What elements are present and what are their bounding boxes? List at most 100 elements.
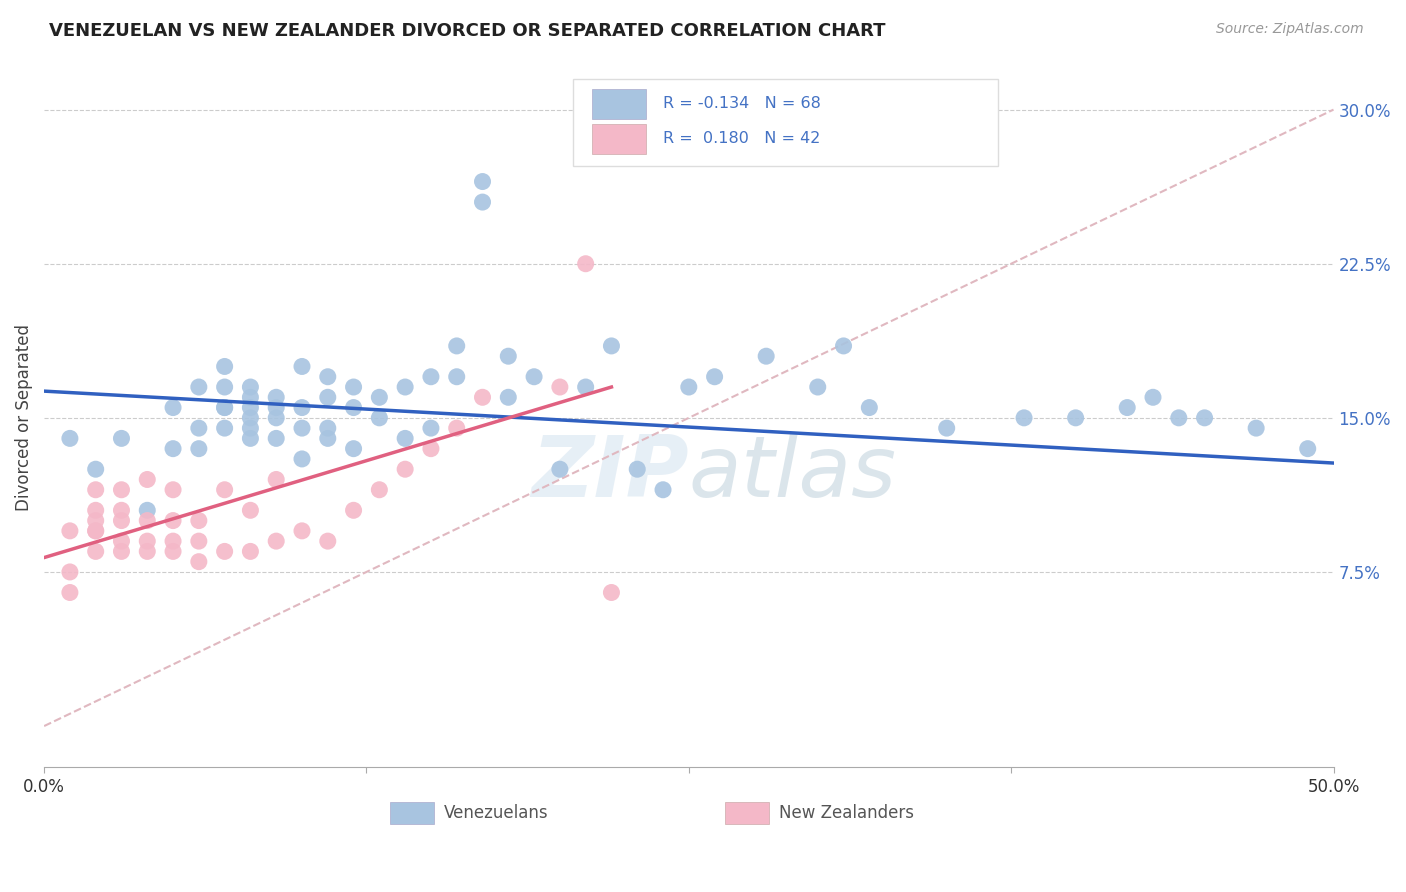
Point xyxy=(214,380,236,394)
Point xyxy=(394,431,416,445)
Point xyxy=(162,514,184,528)
Point xyxy=(807,380,830,394)
Point xyxy=(162,544,184,558)
Point xyxy=(575,380,598,394)
FancyBboxPatch shape xyxy=(389,802,433,824)
Point xyxy=(264,401,287,415)
Point xyxy=(162,534,184,549)
Point xyxy=(498,390,520,404)
Point xyxy=(548,462,571,476)
Point xyxy=(187,534,209,549)
Point xyxy=(1296,442,1319,456)
Point xyxy=(1167,410,1189,425)
Point xyxy=(316,390,339,404)
Point xyxy=(291,452,314,467)
Point xyxy=(84,462,107,476)
Text: Source: ZipAtlas.com: Source: ZipAtlas.com xyxy=(1216,22,1364,37)
Point xyxy=(264,410,287,425)
Point xyxy=(832,339,855,353)
Point xyxy=(214,544,236,558)
Point xyxy=(59,524,82,538)
Point xyxy=(110,544,132,558)
Point xyxy=(600,339,623,353)
Point xyxy=(110,514,132,528)
Point xyxy=(316,534,339,549)
Point xyxy=(136,514,159,528)
Point xyxy=(214,359,236,374)
Point xyxy=(136,503,159,517)
Point xyxy=(84,483,107,497)
Point xyxy=(110,534,132,549)
Point xyxy=(187,442,209,456)
Point xyxy=(523,369,546,384)
Point xyxy=(239,401,262,415)
Point xyxy=(162,483,184,497)
Point xyxy=(214,483,236,497)
Point xyxy=(291,421,314,435)
Point xyxy=(394,462,416,476)
Point xyxy=(110,431,132,445)
Point xyxy=(935,421,957,435)
Text: R = -0.134   N = 68: R = -0.134 N = 68 xyxy=(664,96,821,111)
Point xyxy=(575,257,598,271)
Point xyxy=(498,349,520,363)
Point xyxy=(291,359,314,374)
Point xyxy=(110,503,132,517)
Point xyxy=(239,544,262,558)
Point xyxy=(471,195,494,210)
Text: VENEZUELAN VS NEW ZEALANDER DIVORCED OR SEPARATED CORRELATION CHART: VENEZUELAN VS NEW ZEALANDER DIVORCED OR … xyxy=(49,22,886,40)
Point xyxy=(264,431,287,445)
Point xyxy=(626,462,648,476)
Text: New Zealanders: New Zealanders xyxy=(779,805,914,822)
Point xyxy=(368,390,391,404)
Text: R =  0.180   N = 42: R = 0.180 N = 42 xyxy=(664,131,820,146)
Point xyxy=(600,585,623,599)
Point xyxy=(678,380,700,394)
Point xyxy=(1194,410,1216,425)
Point xyxy=(136,473,159,487)
Point xyxy=(755,349,778,363)
Point xyxy=(471,390,494,404)
Point xyxy=(239,380,262,394)
Point xyxy=(471,175,494,189)
Point xyxy=(419,442,441,456)
Point xyxy=(446,421,468,435)
Point xyxy=(264,390,287,404)
Point xyxy=(342,442,364,456)
Point xyxy=(214,401,236,415)
Point xyxy=(162,442,184,456)
Point xyxy=(84,503,107,517)
Point xyxy=(419,369,441,384)
Point xyxy=(394,380,416,394)
Point xyxy=(291,401,314,415)
Point xyxy=(187,421,209,435)
FancyBboxPatch shape xyxy=(725,802,769,824)
Point xyxy=(59,565,82,579)
Point xyxy=(84,524,107,538)
Point xyxy=(1064,410,1087,425)
Point xyxy=(1116,401,1139,415)
Point xyxy=(342,401,364,415)
Y-axis label: Divorced or Separated: Divorced or Separated xyxy=(15,325,32,511)
Point xyxy=(239,421,262,435)
Point xyxy=(1012,410,1035,425)
Point xyxy=(368,483,391,497)
Point xyxy=(187,514,209,528)
Point xyxy=(214,421,236,435)
Point xyxy=(316,421,339,435)
Point xyxy=(59,585,82,599)
Text: Venezuelans: Venezuelans xyxy=(444,805,548,822)
Point xyxy=(136,534,159,549)
Point xyxy=(84,544,107,558)
Point xyxy=(419,421,441,435)
Point xyxy=(316,369,339,384)
Point xyxy=(264,473,287,487)
Point xyxy=(858,401,880,415)
Point xyxy=(342,380,364,394)
Point xyxy=(239,431,262,445)
FancyBboxPatch shape xyxy=(592,89,647,119)
Point xyxy=(84,514,107,528)
Point xyxy=(264,534,287,549)
Point xyxy=(316,431,339,445)
Point xyxy=(239,410,262,425)
